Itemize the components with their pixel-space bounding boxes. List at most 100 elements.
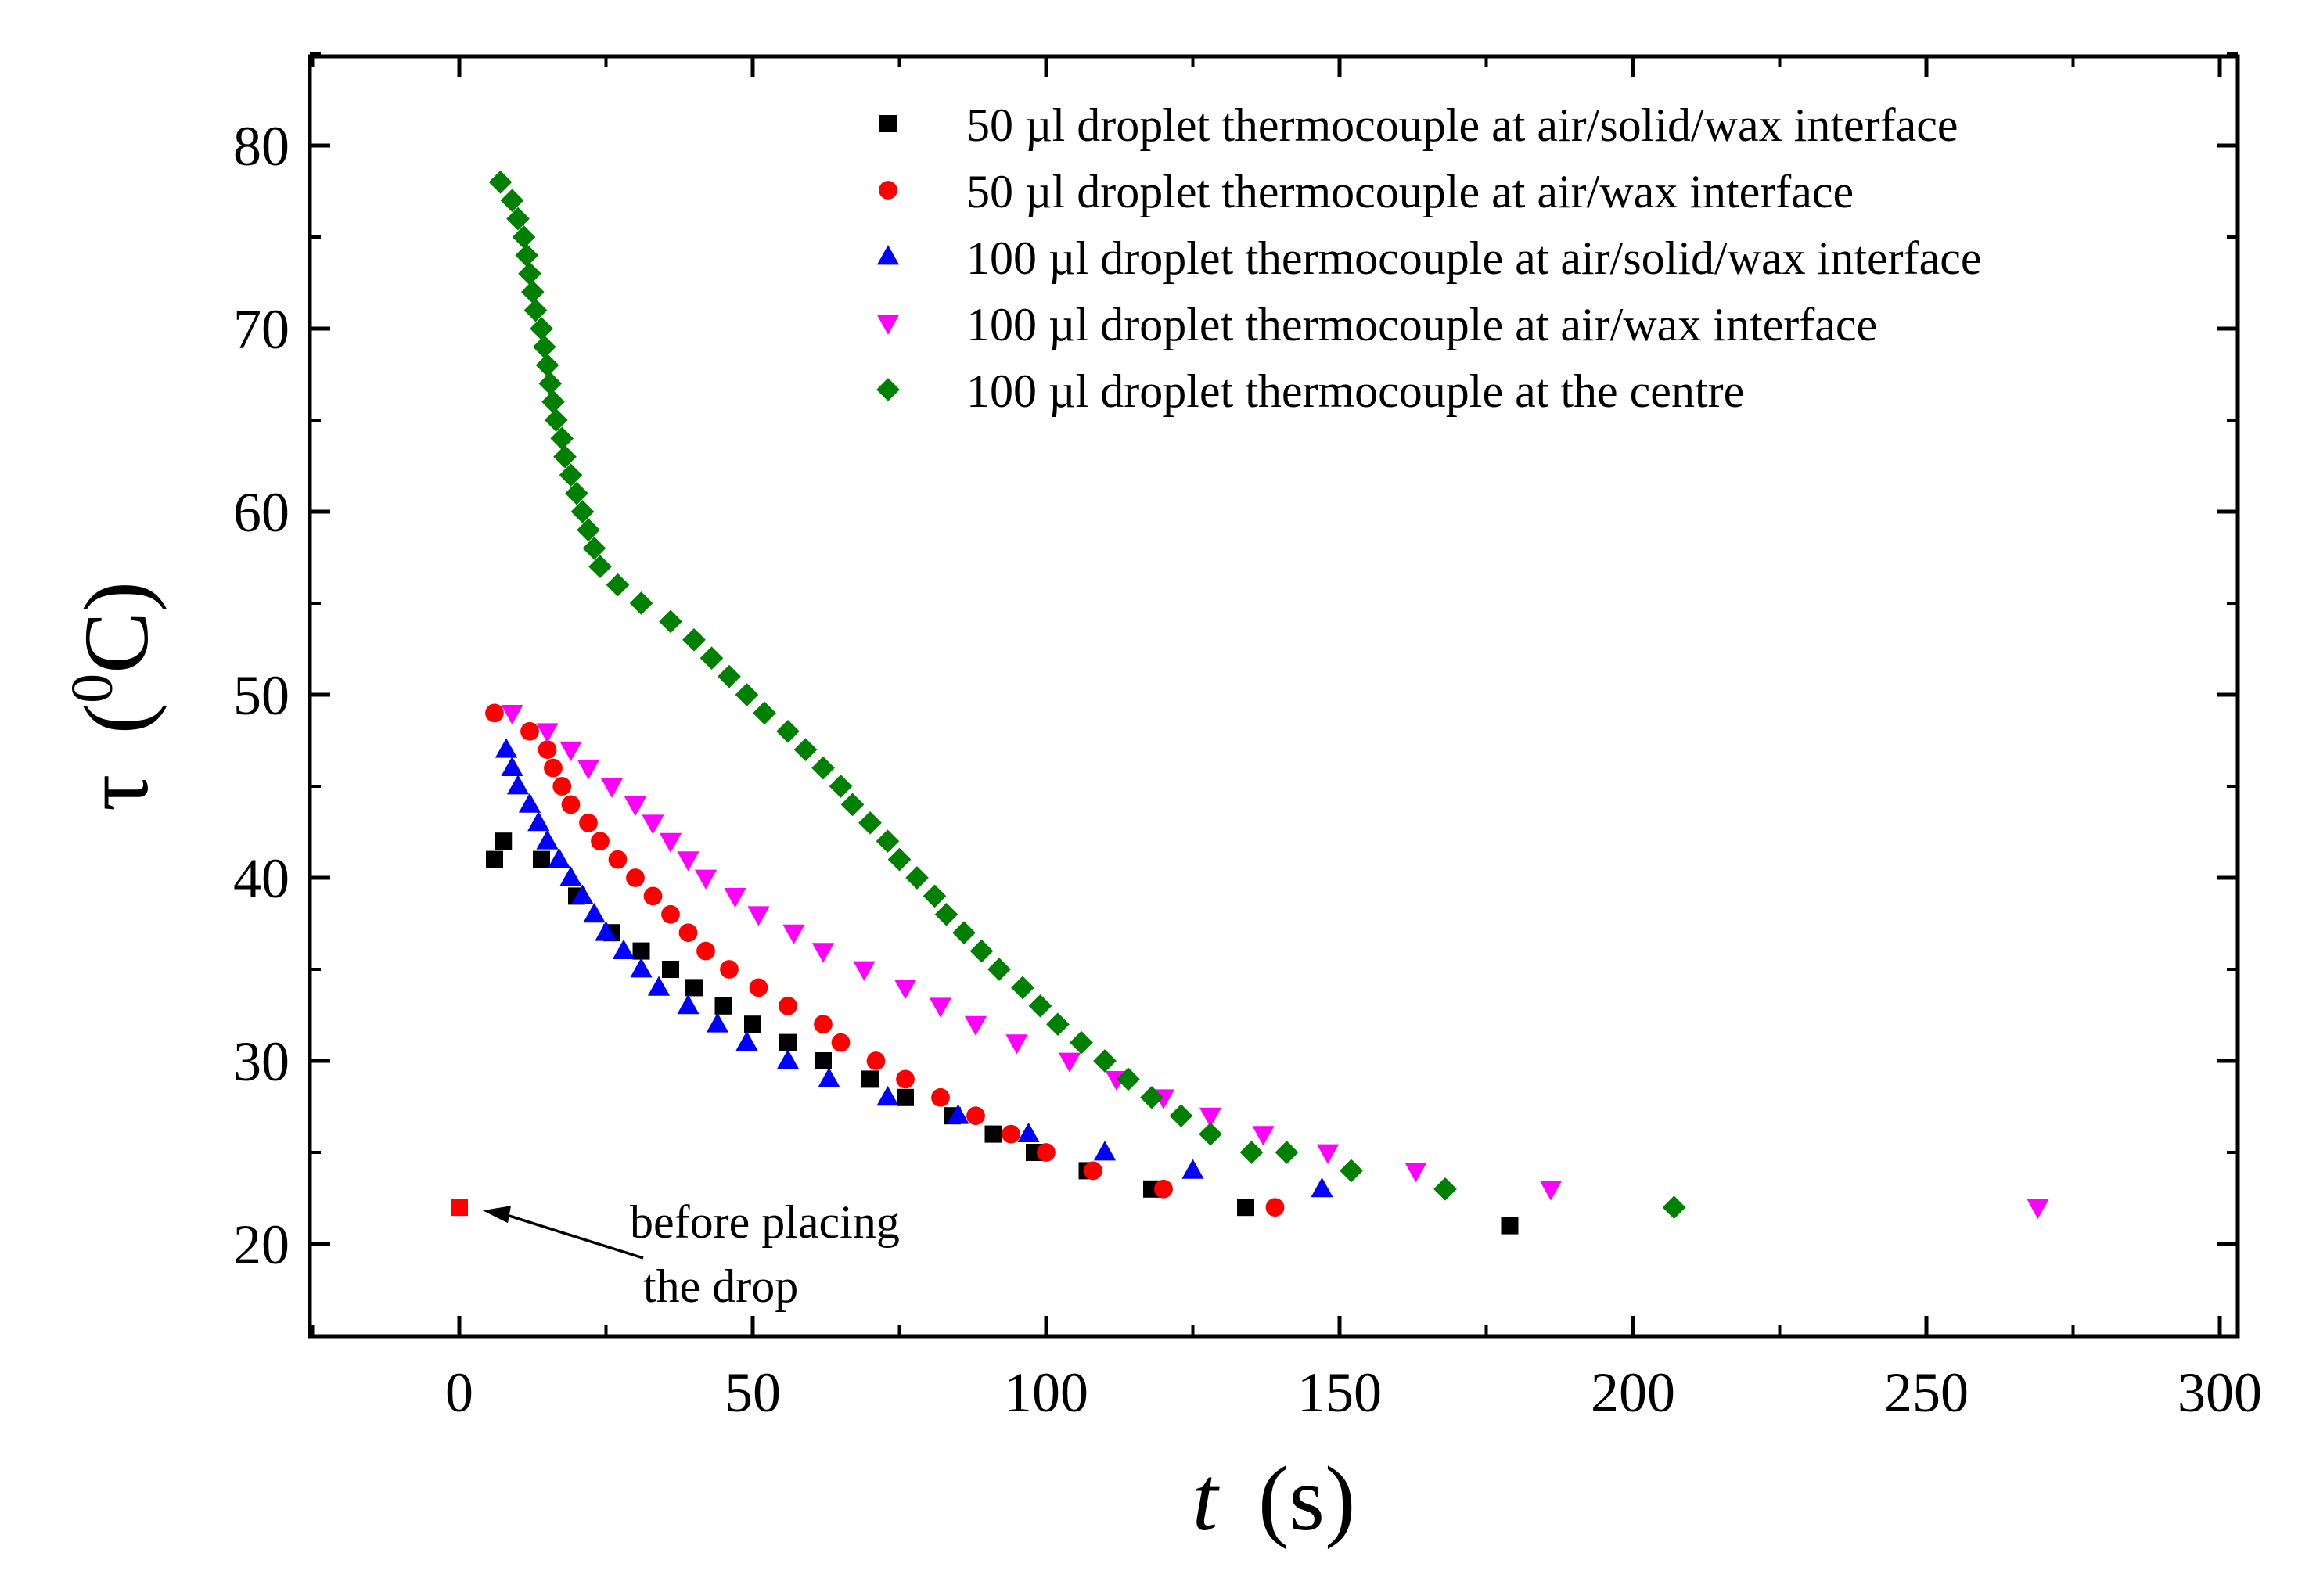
data-point: [1037, 1143, 1056, 1162]
legend-entry-5: 100 µl droplet thermocouple at the centr…: [876, 365, 1744, 417]
data-point: [559, 866, 582, 886]
data-point: [1017, 1122, 1040, 1142]
x-tick-label: 150: [1297, 1361, 1382, 1424]
annotation-text-line: before placing: [630, 1196, 900, 1248]
data-point: [969, 939, 994, 963]
y-axis-variable: τ: [65, 775, 167, 811]
data-point: [536, 723, 559, 743]
y-tick-label: 20: [233, 1213, 290, 1276]
data-point: [1117, 1067, 1140, 1091]
data-point: [1169, 1104, 1193, 1128]
x-tick-label: 100: [1004, 1361, 1088, 1424]
data-point: [1265, 1198, 1285, 1217]
legend-label: 50 µl droplet thermocouple at air/solid/…: [966, 99, 1958, 151]
data-point: [947, 1104, 969, 1124]
data-point: [831, 1033, 851, 1052]
data-point: [527, 811, 550, 832]
series-5: [488, 170, 1686, 1220]
data-point: [887, 847, 912, 872]
data-point: [714, 997, 732, 1015]
axes: 0 50 100 150 200 250 300 20 30 40 50 60 70 80: [233, 52, 2262, 1424]
data-point: [861, 1070, 879, 1088]
y-tick-label: 30: [233, 1030, 290, 1093]
x-axis-title: t (s): [1192, 1447, 1356, 1550]
data-point: [535, 353, 559, 377]
legend-entry-2: 50 µl droplet thermocouple at air/wax in…: [879, 166, 1854, 217]
legend-entry-4: 100 µl droplet thermocouple at air/wax i…: [876, 299, 1877, 350]
data-point: [1316, 1144, 1340, 1164]
data-point: [630, 958, 653, 978]
data-point: [815, 1052, 832, 1069]
y-tick-label: 40: [233, 847, 290, 910]
legend-entry-1: 50 µl droplet thermocouple at air/solid/…: [879, 99, 1958, 151]
data-point: [694, 869, 718, 890]
data-point: [1539, 1181, 1563, 1201]
legend-label: 100 µl droplet thermocouple at air/wax i…: [966, 299, 1877, 350]
data-point: [550, 426, 574, 451]
data-point: [840, 793, 865, 817]
data-point: [536, 829, 559, 850]
data-point: [677, 851, 700, 872]
data-point: [811, 756, 835, 780]
data-point: [1252, 1126, 1275, 1146]
data-point: [629, 591, 653, 615]
data-point: [541, 390, 565, 414]
legend-marker: [876, 245, 900, 265]
data-point: [1181, 1159, 1204, 1179]
data-point: [501, 756, 523, 776]
data-point: [530, 317, 553, 340]
data-point: [749, 978, 768, 998]
data-point: [588, 555, 612, 579]
data-point: [934, 902, 958, 926]
data-point: [577, 760, 600, 780]
data-point: [532, 335, 556, 359]
data-point: [779, 1033, 797, 1051]
x-axis-unit: (s): [1258, 1447, 1356, 1550]
data-point: [659, 609, 682, 634]
y-axis-unit: C: [65, 612, 167, 674]
y-axis-unit-superscript: 0: [59, 674, 125, 703]
data-point: [565, 481, 588, 505]
data-point: [776, 719, 800, 743]
data-point: [905, 866, 929, 890]
data-point: [1084, 1161, 1102, 1181]
data-point: [923, 884, 947, 908]
data-point: [538, 372, 563, 396]
data-point: [2027, 1199, 2049, 1220]
annotation-text-line: the drop: [643, 1260, 798, 1312]
legend-marker: [876, 315, 900, 335]
series-6: [451, 1199, 468, 1217]
data-point: [814, 1015, 833, 1034]
legend-marker: [879, 115, 897, 132]
data-point: [724, 888, 746, 908]
data-point: [735, 1030, 758, 1051]
y-tick-label: 50: [233, 664, 290, 727]
data-point: [1140, 1085, 1163, 1109]
data-point: [579, 813, 598, 832]
data-point: [747, 906, 770, 926]
data-point: [1046, 1012, 1070, 1037]
data-point: [896, 1069, 915, 1089]
data-point: [533, 850, 550, 868]
data-point: [779, 996, 797, 1015]
data-point: [876, 1085, 899, 1106]
y-tick-label: 60: [233, 481, 290, 544]
series-1: [486, 832, 1519, 1235]
data-point: [818, 1067, 840, 1087]
annotation-arrow-line: [504, 1213, 644, 1260]
data-point: [677, 994, 700, 1015]
data-point: [544, 758, 563, 778]
data-point: [512, 225, 536, 249]
data-point: [642, 814, 664, 835]
data-point: [931, 1087, 950, 1107]
data-point: [858, 811, 882, 835]
data-point: [1028, 994, 1052, 1018]
annotation: before placing the drop: [483, 1196, 900, 1312]
data-point: [1093, 1049, 1117, 1073]
series-4: [501, 705, 2049, 1220]
data-point: [1093, 1141, 1117, 1161]
data-point: [500, 189, 524, 213]
series-3: [495, 738, 1333, 1198]
data-point: [561, 795, 581, 814]
